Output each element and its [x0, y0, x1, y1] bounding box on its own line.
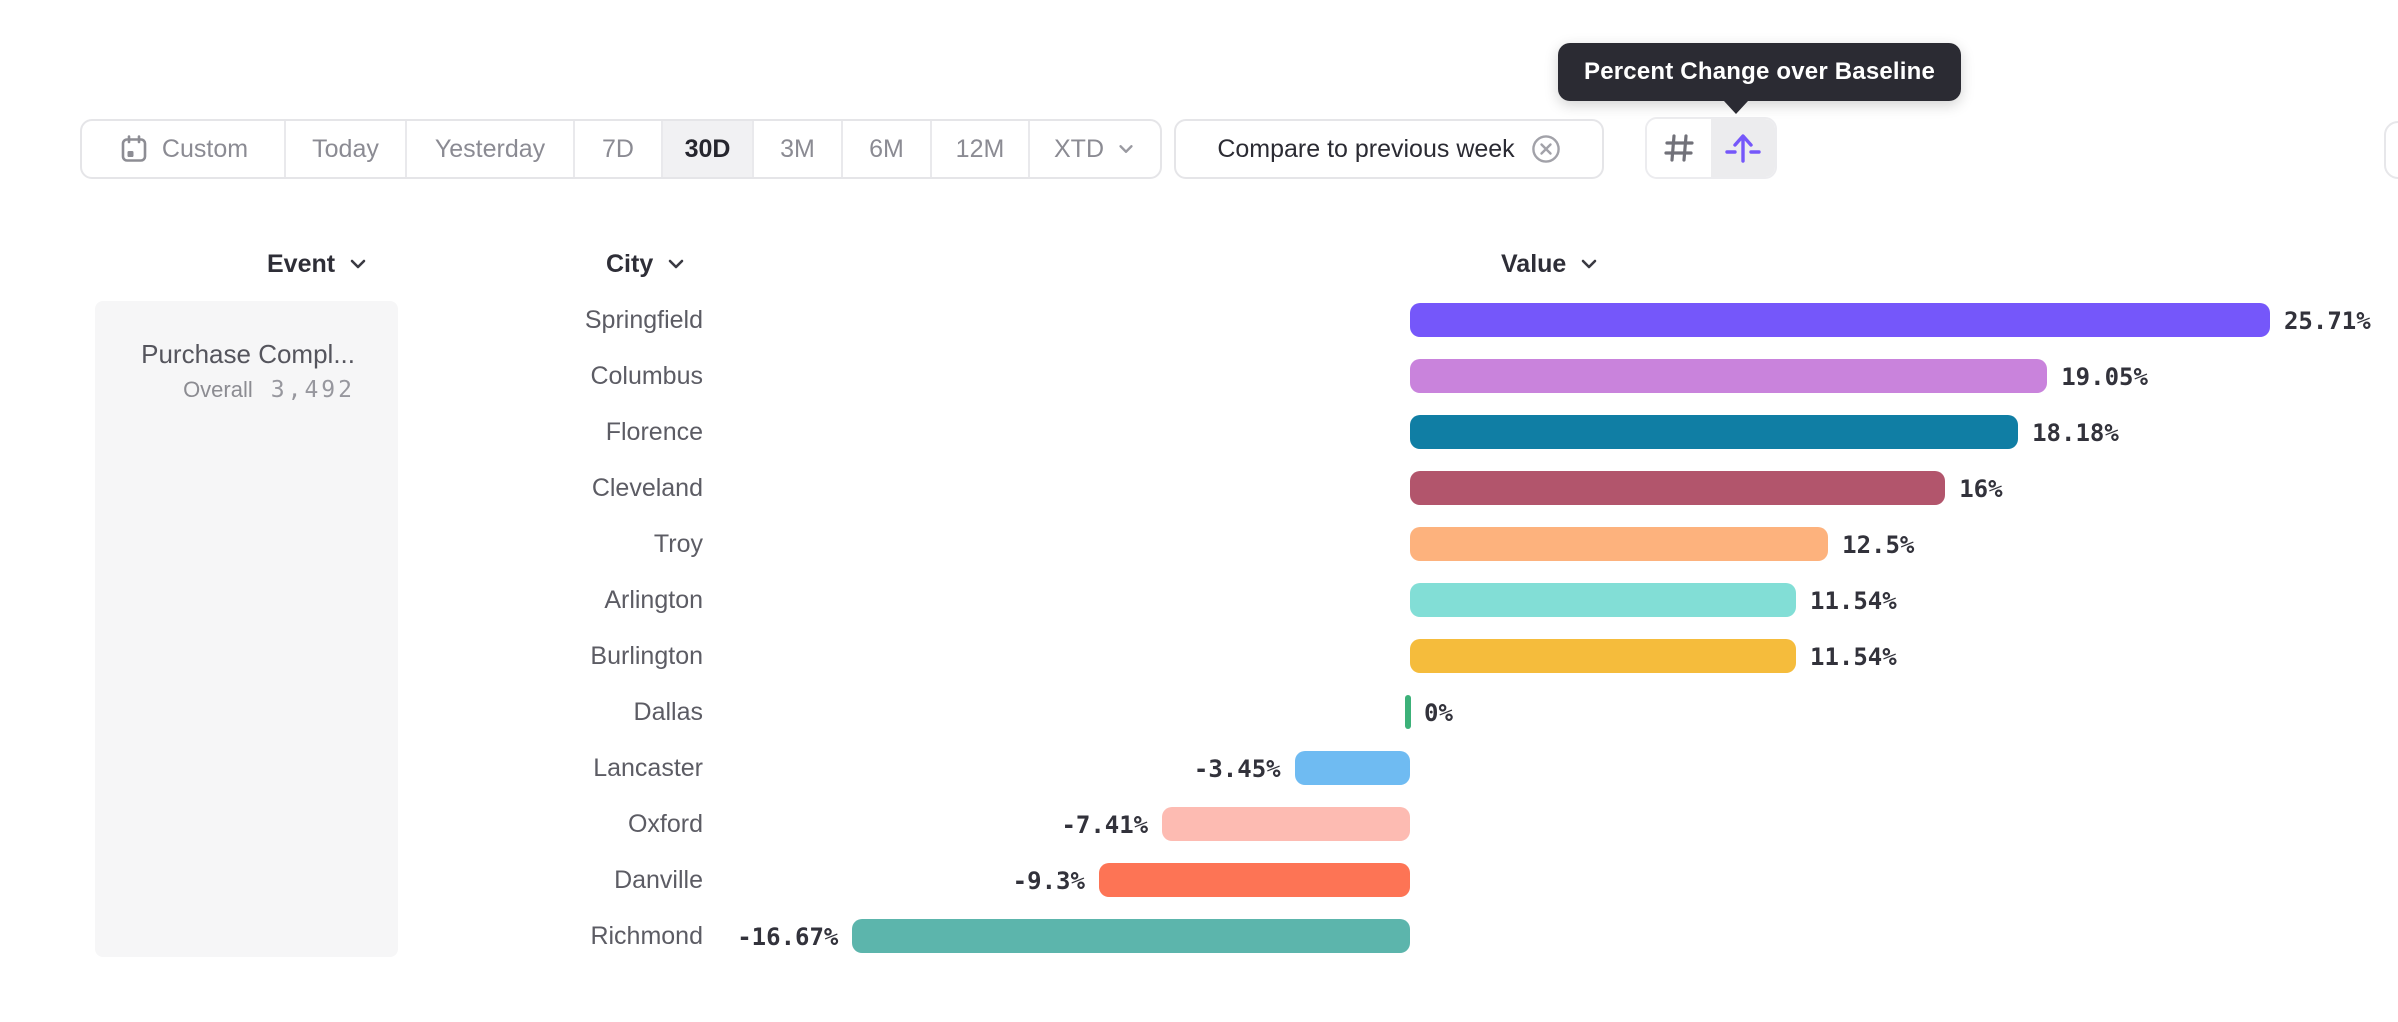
date-range-label: 3M — [780, 134, 815, 163]
city-label: Lancaster — [593, 754, 703, 782]
bar-value-label: 25.71% — [2283, 307, 2371, 335]
chart-row: Burlington 11.54% — [0, 628, 2398, 684]
city-label: Richmond — [590, 922, 703, 950]
overall-value: 3,492 — [270, 377, 355, 403]
bar-value-label: 16% — [1959, 475, 2003, 503]
date-range-6m[interactable]: 6M — [843, 121, 932, 177]
chart-row: Florence 18.18% — [0, 404, 2398, 460]
city-label: Danville — [614, 866, 703, 894]
hash-icon — [1661, 130, 1697, 166]
column-header-value[interactable]: Value — [1501, 248, 1600, 280]
chart-row: Lancaster -3.45% — [0, 740, 2398, 796]
tooltip-arrow — [1724, 101, 1748, 114]
chart-row: Dallas 0% — [0, 684, 2398, 740]
tooltip-text: Percent Change over Baseline — [1584, 58, 1936, 85]
city-label: Florence — [605, 418, 703, 446]
chart-view-toggle — [1645, 117, 1777, 179]
chart-row: Danville -9.3% — [0, 852, 2398, 908]
city-label: Arlington — [604, 586, 703, 614]
chart-row: Richmond -16.67% — [0, 908, 2398, 964]
date-range-label: Today — [312, 134, 379, 163]
city-label: Troy — [653, 530, 703, 558]
date-range-12m[interactable]: 12M — [932, 121, 1030, 177]
raw-values-button[interactable] — [1647, 119, 1711, 177]
event-title: Purchase Compl... — [141, 339, 355, 369]
bar-value-label: 11.54% — [1810, 643, 1897, 671]
city-label: Dallas — [633, 698, 703, 726]
date-range-7d[interactable]: 7D — [575, 121, 663, 177]
chart-row: Columbus 19.05% — [0, 348, 2398, 404]
arrow-up-baseline-icon — [1724, 129, 1762, 167]
bar-dallas[interactable] — [1405, 695, 1411, 729]
bar-value-label: 18.18% — [2032, 419, 2119, 447]
date-range-custom[interactable]: Custom — [82, 121, 286, 177]
tooltip-percent-change: Percent Change over Baseline — [1558, 43, 1962, 114]
date-range-30d[interactable]: 30D — [663, 121, 754, 177]
bar-value-label: 12.5% — [1842, 531, 1915, 559]
bar-lancaster[interactable] — [1294, 751, 1410, 785]
city-label: Burlington — [590, 642, 703, 670]
chart-row: Cleveland 16% — [0, 460, 2398, 516]
bar-value-label: -16.67% — [737, 923, 839, 951]
bar-florence[interactable] — [1410, 415, 2019, 449]
city-label: Cleveland — [591, 474, 703, 502]
date-range-label: XTD — [1054, 134, 1104, 163]
bar-value-label: 19.05% — [2061, 363, 2148, 391]
city-header-label: City — [606, 249, 654, 278]
date-range-xtd[interactable]: XTD — [1030, 121, 1160, 177]
circle-x-icon[interactable] — [1531, 134, 1561, 164]
date-range-yesterday[interactable]: Yesterday — [407, 121, 575, 177]
chart-row: Troy 12.5% — [0, 516, 2398, 572]
compare-label: Compare to previous week — [1217, 134, 1515, 163]
chevron-down-icon — [665, 253, 687, 275]
percent-change-over-baseline-button[interactable] — [1711, 119, 1775, 177]
bar-value-label: 0% — [1424, 699, 1453, 727]
event-header-label: Event — [267, 249, 336, 278]
date-range-label: 7D — [602, 134, 634, 163]
column-header-event[interactable]: Event — [267, 248, 369, 280]
bar-troy[interactable] — [1410, 527, 1829, 561]
chevron-down-icon — [1116, 139, 1136, 159]
bar-danville[interactable] — [1098, 863, 1410, 897]
date-range-today[interactable]: Today — [286, 121, 407, 177]
chevron-down-icon — [1578, 253, 1600, 275]
bar-burlington[interactable] — [1410, 639, 1796, 673]
bar-value-label: -3.45% — [1193, 755, 1281, 783]
column-header-city[interactable]: City — [606, 248, 687, 280]
date-range-picker: Custom Today Yesterday 7D 30D 3M 6M 12M XTD — [80, 119, 1162, 179]
bar-value-label: -7.41% — [1061, 811, 1149, 839]
bar-arlington[interactable] — [1410, 583, 1796, 617]
bar-cleveland[interactable] — [1410, 471, 1946, 505]
event-overall: Overall 3,492 — [183, 377, 355, 403]
chart-row: Springfield 25.71% — [0, 292, 2398, 348]
bar-springfield[interactable] — [1410, 303, 2270, 337]
date-range-label: Custom — [161, 134, 249, 163]
bar-oxford[interactable] — [1162, 807, 1410, 841]
bar-columbus[interactable] — [1410, 359, 2048, 393]
date-range-label: 6M — [869, 134, 904, 163]
overall-label: Overall — [183, 377, 253, 402]
city-label: Oxford — [627, 810, 703, 838]
event-card[interactable]: Purchase Compl... Overall 3,492 — [95, 301, 398, 957]
bar-value-label: 11.54% — [1810, 587, 1897, 615]
city-label: Springfield — [584, 306, 703, 334]
chevron-down-icon — [347, 253, 369, 275]
city-label: Columbus — [590, 362, 703, 390]
calendar-icon — [118, 133, 150, 165]
chart-row: Oxford -7.41% — [0, 796, 2398, 852]
bar-value-label: -9.3% — [1012, 867, 1085, 895]
date-range-label: 30D — [684, 134, 731, 163]
date-range-label: Yesterday — [434, 134, 546, 163]
date-range-label: 12M — [955, 134, 1005, 163]
compare-button[interactable]: Compare to previous week — [1174, 119, 1604, 179]
value-header-label: Value — [1501, 249, 1567, 278]
bar-richmond[interactable] — [852, 919, 1410, 953]
chart-row: Arlington 11.54% — [0, 572, 2398, 628]
date-range-3m[interactable]: 3M — [754, 121, 843, 177]
